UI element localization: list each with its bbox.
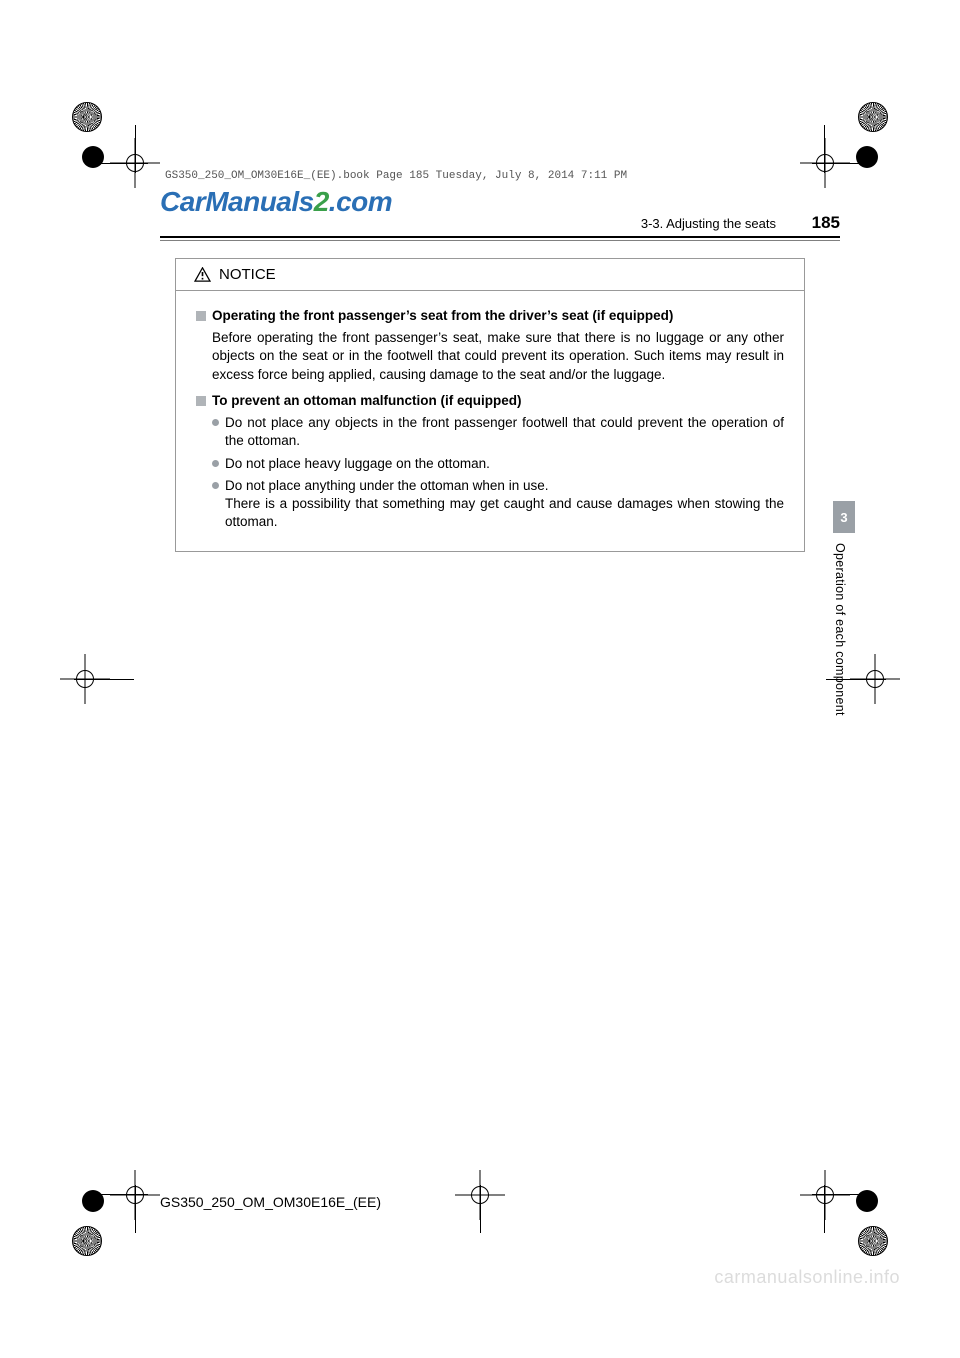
watermark-part: CarManuals xyxy=(160,186,314,217)
crop-mark-dot xyxy=(856,146,878,168)
dot-bullet-icon xyxy=(212,482,219,489)
bullet-text: Do not place any objects in the front pa… xyxy=(225,414,784,450)
notice-subheading: Operating the front passenger’s seat fro… xyxy=(196,307,784,325)
notice-subheading: To prevent an ottoman malfunction (if eq… xyxy=(196,392,784,410)
bullet-item: Do not place anything under the ottoman … xyxy=(212,477,784,532)
notice-body: Operating the front passenger’s seat fro… xyxy=(176,291,804,551)
warning-icon xyxy=(194,267,211,282)
header-rule xyxy=(160,236,840,238)
chapter-label: Operation of each component xyxy=(833,533,847,833)
page-number: 185 xyxy=(812,213,840,233)
notice-box: NOTICE Operating the front passenger’s s… xyxy=(175,258,805,552)
crop-mark-starburst xyxy=(858,102,888,132)
crop-line xyxy=(812,163,860,164)
footer-doc-id: GS350_250_OM_OM30E16E_(EE) xyxy=(160,1194,381,1210)
crop-line xyxy=(100,163,148,164)
crop-line xyxy=(812,1194,860,1195)
page-header: 3-3. Adjusting the seats 185 xyxy=(160,216,840,238)
crop-mark-starburst xyxy=(72,1226,102,1256)
dot-bullet-icon xyxy=(212,419,219,426)
crop-line xyxy=(824,125,825,173)
bullet-text: Do not place anything under the ottoman … xyxy=(225,477,784,532)
crop-mark-starburst xyxy=(858,1226,888,1256)
watermark-top: CarManuals2.com xyxy=(160,186,392,218)
chapter-side-tab: 3 Operation of each component xyxy=(833,501,855,841)
print-book-header: GS350_250_OM_OM30E16E_(EE).book Page 185… xyxy=(165,170,627,182)
crop-line xyxy=(480,1185,481,1233)
crop-mark-starburst xyxy=(72,102,102,132)
bullet-item: Do not place heavy luggage on the ottoma… xyxy=(212,455,784,473)
watermark-part: .com xyxy=(329,186,392,217)
notice-title: NOTICE xyxy=(219,266,276,283)
section-title: 3-3. Adjusting the seats xyxy=(641,216,776,231)
notice-paragraph: Before operating the front passenger’s s… xyxy=(212,329,784,384)
crop-line xyxy=(74,679,134,680)
crop-line xyxy=(135,1185,136,1233)
crop-mark-dot xyxy=(82,146,104,168)
crop-line xyxy=(824,1185,825,1233)
watermark-bottom: carmanualsonline.info xyxy=(714,1267,900,1288)
watermark-part: 2 xyxy=(314,186,329,217)
crop-line xyxy=(135,125,136,173)
chapter-number: 3 xyxy=(833,501,855,533)
notice-title-row: NOTICE xyxy=(176,259,804,291)
bullet-item: Do not place any objects in the front pa… xyxy=(212,414,784,450)
subheading-text: To prevent an ottoman malfunction (if eq… xyxy=(212,392,522,410)
square-bullet-icon xyxy=(196,311,206,321)
crop-line xyxy=(100,1194,148,1195)
dot-bullet-icon xyxy=(212,460,219,467)
crop-mark-cross xyxy=(800,1170,850,1220)
header-rule xyxy=(160,240,840,241)
bullet-text: Do not place heavy luggage on the ottoma… xyxy=(225,455,784,473)
notice-bullets: Do not place any objects in the front pa… xyxy=(212,414,784,531)
subheading-text: Operating the front passenger’s seat fro… xyxy=(212,307,673,325)
square-bullet-icon xyxy=(196,396,206,406)
